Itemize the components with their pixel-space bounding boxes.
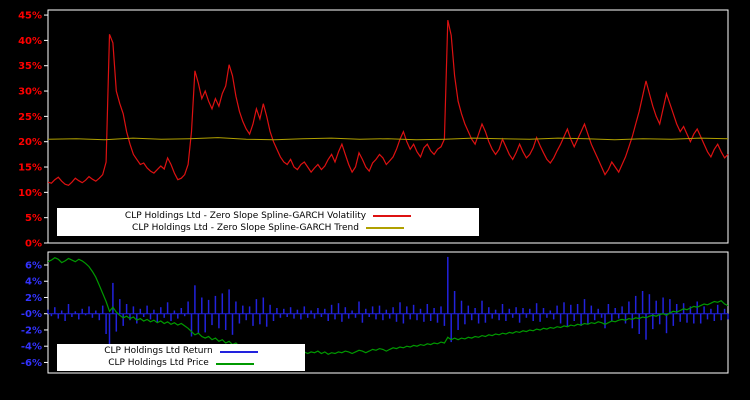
volatility-panel-y-tick-label: 0% — [25, 239, 42, 250]
return-panel-y-tick-label: -4% — [21, 342, 42, 353]
volatility-panel-y-tick-label: 10% — [18, 188, 42, 199]
legend-label-return: CLP Holdings Ltd Return — [104, 346, 213, 357]
volatility-panel-y-tick-label: 25% — [18, 112, 42, 123]
legend-row-return: CLP Holdings Ltd Return — [104, 346, 258, 357]
legend-label-volatility: CLP Holdings Ltd - Zero Slope Spline-GAR… — [125, 211, 366, 222]
return-panel-y-tick-label: -2% — [21, 325, 42, 336]
return-price-legend: CLP Holdings Ltd Return CLP Holdings Ltd… — [57, 344, 305, 371]
volatility-panel-y-tick-label: 35% — [18, 61, 42, 72]
volatility-legend: CLP Holdings Ltd - Zero Slope Spline-GAR… — [57, 208, 479, 236]
volatility-panel-y-tick-label: 40% — [18, 36, 42, 47]
legend-row-price: CLP Holdings Ltd Price — [108, 358, 254, 369]
return-panel-y-tick-label: -6% — [21, 358, 42, 369]
return-panel-y-tick-label: 6% — [25, 260, 42, 271]
volatility-line-swatch — [373, 215, 411, 217]
volatility-panel-y-tick-label: 30% — [18, 87, 42, 98]
price-line-swatch — [216, 363, 254, 365]
return-line-swatch — [220, 351, 258, 353]
legend-label-trend: CLP Holdings Ltd - Zero Slope Spline-GAR… — [132, 223, 359, 234]
volatility-panel-y-tick-label: 15% — [18, 163, 42, 174]
trend-line-swatch — [366, 227, 404, 229]
plots-svg: 45% 40% 35% 30% 25% 20% 15% 10% 5% 0% 6% 4% 2% -0% -2%… — [0, 0, 750, 400]
return-panel-y-tick-label: 4% — [25, 277, 42, 288]
chart-canvas: 45% 40% 35% 30% 25% 20% 15% 10% 5% 0% 6% 4% 2% -0% -2%… — [0, 0, 750, 400]
return-panel-y-tick-label: 2% — [25, 293, 42, 304]
return-panel-y-tick-label: -0% — [21, 309, 42, 320]
legend-row-volatility: CLP Holdings Ltd - Zero Slope Spline-GAR… — [125, 211, 411, 222]
volatility-panel-y-tick-label: 5% — [25, 213, 42, 224]
legend-row-trend: CLP Holdings Ltd - Zero Slope Spline-GAR… — [132, 223, 404, 234]
legend-label-price: CLP Holdings Ltd Price — [108, 358, 209, 369]
volatility-panel-y-tick-label: 45% — [18, 11, 42, 22]
volatility-panel-y-tick-label: 20% — [18, 137, 42, 148]
